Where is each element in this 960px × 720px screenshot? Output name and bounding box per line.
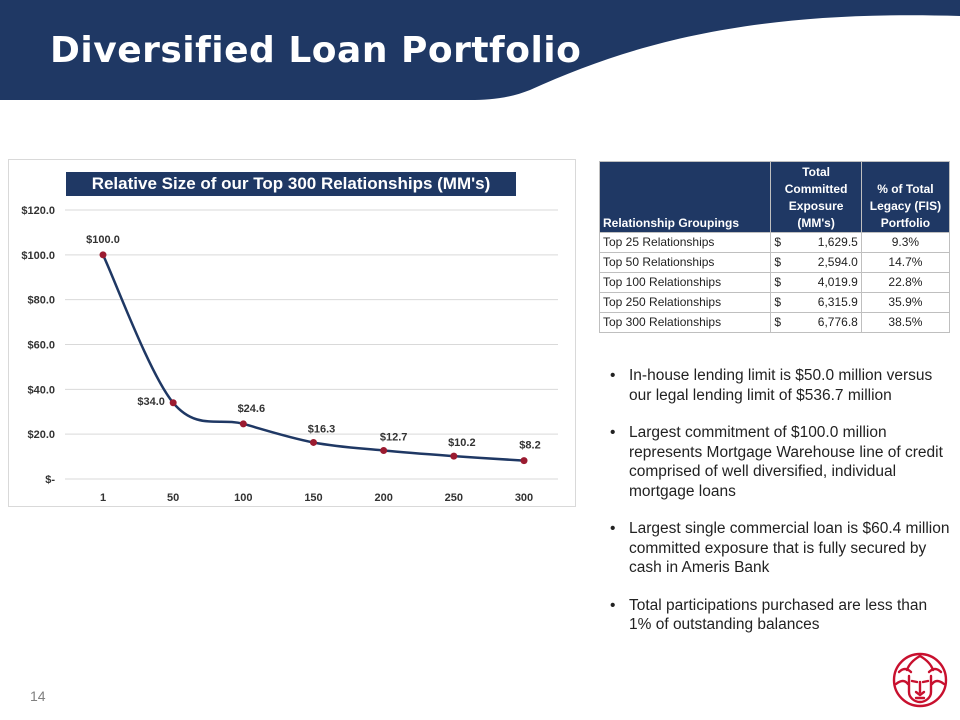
x-tick-label: 1 bbox=[100, 492, 106, 504]
cell-amount: $6,776.8 bbox=[770, 312, 862, 333]
currency-symbol: $ bbox=[774, 295, 782, 309]
bullet-marker: • bbox=[610, 596, 616, 614]
bullet-item: • Largest commitment of $100.0 million re… bbox=[610, 423, 950, 501]
page-title: Diversified Loan Portfolio bbox=[50, 30, 582, 71]
x-tick-label: 250 bbox=[445, 492, 463, 504]
page-number: 14 bbox=[30, 688, 46, 704]
amount-value: 4,019.9 bbox=[817, 275, 858, 289]
cell-group: Top 250 Relationships bbox=[598, 292, 772, 313]
table-row: Top 100 Relationships $4,019.9 22.8% bbox=[598, 272, 951, 293]
cell-group: Top 25 Relationships bbox=[598, 232, 772, 253]
cell-percent: 38.5% bbox=[860, 312, 951, 333]
cell-group: Top 50 Relationships bbox=[598, 252, 772, 273]
y-tick-label: $40.0 bbox=[27, 384, 55, 396]
bullet-text: In-house lending limit is $50.0 million … bbox=[629, 367, 933, 404]
bullet-marker: • bbox=[610, 367, 616, 384]
bullet-list: • In-house lending limit is $50.0 million… bbox=[610, 366, 950, 653]
data-point bbox=[310, 438, 317, 446]
cell-amount: $6,315.9 bbox=[770, 292, 862, 313]
data-label: $100.0 bbox=[86, 234, 120, 246]
lion-head-icon bbox=[892, 652, 948, 708]
column-header-exposure: Total Committed Exposure (MM's) bbox=[770, 161, 862, 233]
amount-value: 6,776.8 bbox=[817, 315, 858, 329]
cell-percent: 22.8% bbox=[860, 272, 951, 293]
data-point bbox=[450, 452, 458, 460]
bullet-text: Largest single commercial loan is $60.4 … bbox=[629, 520, 950, 576]
bullet-marker: • bbox=[610, 424, 616, 441]
cell-percent: 14.7% bbox=[860, 252, 951, 273]
cell-amount: $2,594.0 bbox=[770, 252, 862, 273]
column-header-groupings: Relationship Groupings bbox=[598, 161, 772, 233]
currency-symbol: $ bbox=[774, 275, 782, 289]
y-tick-label: $20.0 bbox=[27, 429, 55, 441]
table-header-row: Relationship Groupings Total Committed E… bbox=[598, 161, 951, 233]
y-tick-label: $60.0 bbox=[27, 340, 55, 352]
cell-percent: 35.9% bbox=[860, 292, 951, 313]
relationships-table: Relationship Groupings Total Committed E… bbox=[598, 161, 951, 333]
header-band bbox=[0, 0, 960, 100]
line-chart: $-$20.0$40.0$60.0$80.0$100.0$120.01 50 100… bbox=[21, 205, 558, 504]
x-tick-label: 150 bbox=[304, 492, 322, 504]
x-tick-label: 100 bbox=[234, 492, 252, 504]
data-point bbox=[520, 457, 528, 465]
x-tick-label: 300 bbox=[515, 492, 533, 504]
data-point bbox=[169, 399, 177, 407]
y-tick-label: $80.0 bbox=[27, 295, 55, 307]
data-point bbox=[380, 447, 388, 455]
cell-group: Top 100 Relationships bbox=[598, 272, 772, 293]
cell-percent: 9.3% bbox=[860, 232, 951, 253]
cell-group: Top 300 Relationships bbox=[598, 312, 772, 333]
chart-container bbox=[8, 159, 576, 507]
cell-amount: $4,019.9 bbox=[770, 272, 862, 293]
data-point bbox=[239, 420, 247, 428]
bullet-item: • Total participations purchased are less… bbox=[610, 596, 950, 635]
currency-symbol: $ bbox=[774, 235, 782, 249]
data-label: $12.7 bbox=[380, 432, 408, 444]
amount-value: 6,315.9 bbox=[817, 295, 858, 309]
bullet-marker: • bbox=[610, 520, 616, 537]
bullet-text: Largest commitment of $100.0 million rep… bbox=[629, 424, 943, 500]
amount-value: 1,629.5 bbox=[817, 235, 858, 249]
table-row: Top 50 Relationships $2,594.0 14.7% bbox=[598, 252, 951, 273]
bullet-text: Total participations purchased are less … bbox=[629, 596, 928, 634]
y-tick-label: $- bbox=[45, 474, 55, 486]
x-tick-label: 50 bbox=[167, 492, 179, 504]
currency-symbol: $ bbox=[774, 315, 782, 329]
cell-amount: $1,629.5 bbox=[770, 232, 862, 253]
y-tick-label: $120.0 bbox=[21, 205, 55, 217]
data-label: $34.0 bbox=[137, 396, 165, 408]
table-row: Top 25 Relationships $1,629.5 9.3% bbox=[598, 232, 951, 253]
table-row: Top 250 Relationships $6,315.9 35.9% bbox=[598, 292, 951, 313]
data-point bbox=[99, 251, 107, 259]
currency-symbol: $ bbox=[774, 255, 782, 269]
chart-title: Relative Size of our Top 300 Relationshi… bbox=[66, 172, 516, 196]
data-label: $16.3 bbox=[308, 423, 336, 435]
data-label: $8.2 bbox=[519, 440, 540, 452]
column-header-percent: % of Total Legacy (FIS) Portfolio bbox=[860, 161, 951, 233]
bullet-item: • In-house lending limit is $50.0 million… bbox=[610, 366, 950, 405]
data-label: $10.2 bbox=[448, 437, 476, 449]
table-row: Top 300 Relationships $6,776.8 38.5% bbox=[598, 312, 951, 333]
amount-value: 2,594.0 bbox=[817, 255, 858, 269]
data-label: $24.6 bbox=[238, 403, 266, 415]
y-tick-label: $100.0 bbox=[21, 250, 55, 262]
x-tick-label: 200 bbox=[374, 492, 392, 504]
bullet-item: • Largest single commercial loan is $60.4… bbox=[610, 519, 950, 578]
